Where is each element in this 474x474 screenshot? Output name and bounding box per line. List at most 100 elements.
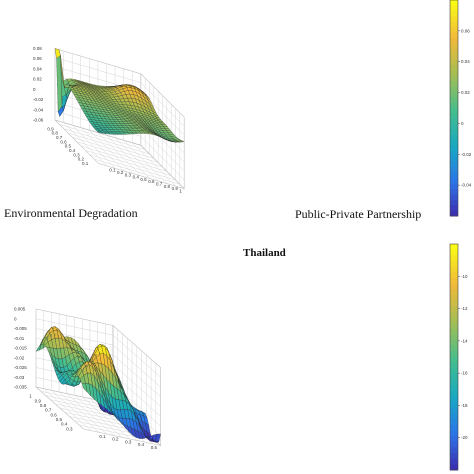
colorbar-segment <box>450 194 458 201</box>
colorbar-segment <box>450 436 458 443</box>
colorbar-segment <box>450 357 458 364</box>
z-tick-label: -0.02 <box>33 97 44 102</box>
colorbar-segment <box>450 345 458 352</box>
colorbar-top: 0.06 0.04 0.02 0 -0.02 -0.04 <box>449 0 472 217</box>
colorbar-segment <box>450 430 458 437</box>
z-tick-labels-bottom: 0.005 0 -0.005 -0.01 -0.015 -0.02 -0.025 -0.03 -… <box>14 307 27 390</box>
colorbar-segment <box>450 441 458 448</box>
z-tick-label: 0.005 <box>14 307 26 312</box>
surface-facet <box>35 343 42 352</box>
x-tick-label: 0.6 <box>50 412 57 417</box>
z-tick-label: -0.025 <box>14 365 27 370</box>
colorbar-segment <box>450 283 458 290</box>
colorbar-tick-label: -0.04 <box>461 183 472 188</box>
colorbar-tick-label: 0.02 <box>461 90 470 95</box>
x-tick-labels-bottom: 10.90.80.70.60.50.40.3 <box>29 394 73 432</box>
colorbar-segment <box>450 156 458 163</box>
colorbar-segment <box>450 199 458 206</box>
colorbar-segment <box>450 323 458 330</box>
x-tick-label: 0.2 <box>78 157 85 162</box>
colorbar-segment <box>450 351 458 358</box>
colorbar-segment <box>450 124 458 131</box>
y-tick-label: 0.2 <box>112 437 119 442</box>
colorbar-segment <box>450 306 458 313</box>
colorbar-segment <box>450 328 458 335</box>
x-tick-label: 0.1 <box>82 161 89 166</box>
x-tick-label: 0.9 <box>47 126 54 131</box>
colorbar-segment <box>450 390 458 398</box>
colorbar-segment <box>450 260 458 268</box>
y-tick-label: 1 <box>179 188 182 193</box>
colorbar-segment <box>450 317 458 324</box>
x-tick-label: 0.4 <box>69 148 76 153</box>
x-tick-label: 1 <box>29 394 32 399</box>
colorbar-segment <box>450 43 458 50</box>
colorbar-tick-label: -0.02 <box>461 152 472 157</box>
y-tick-label: 0.8 <box>164 184 171 189</box>
y-tick-label: 0.4 <box>138 442 145 447</box>
colorbar-segment <box>450 340 458 347</box>
gridline <box>72 91 159 163</box>
z-tick-label: 0.04 <box>33 66 42 71</box>
y-tick-label: 0.5 <box>151 445 158 450</box>
colorbar-segment <box>450 48 458 55</box>
colorbar-segment <box>450 151 458 158</box>
colorbar-segment <box>450 5 458 12</box>
colorbar-segment <box>450 10 458 17</box>
colorbar-segment <box>450 129 458 136</box>
gridline <box>85 104 172 177</box>
colorbar-segment <box>450 27 458 33</box>
colorbar-tick-label: 0 <box>461 121 464 126</box>
colorbar-segment <box>450 249 458 256</box>
z-tick-label: 0.06 <box>33 56 42 61</box>
colorbar-segment <box>450 255 458 262</box>
colorbar-segment <box>450 311 458 318</box>
floor <box>34 386 162 447</box>
colorbar-segment <box>450 145 458 152</box>
colorbar-segment <box>450 210 458 217</box>
colorbar-segment <box>450 396 458 403</box>
colorbar-segment <box>450 97 458 104</box>
y-tick-label: 0.1 <box>109 168 116 173</box>
colorbar-segment <box>450 419 458 426</box>
colorbar-bottom: -10 -12 -14 -16 -18 -20 <box>449 243 468 471</box>
colorbar-segment <box>450 178 458 185</box>
gridline <box>54 110 185 180</box>
colorbar-segment <box>450 277 458 285</box>
x-tick-label: 0.8 <box>40 403 47 408</box>
z-tick-label: -0.015 <box>14 346 27 351</box>
x-tick-label: 0.5 <box>65 144 72 149</box>
z-tick-label: 0 <box>33 87 36 92</box>
y-tick-labels-top: 0.1 0.2 0.3 0.4 0.5 0.6 0.7 0.8 0.9 1 <box>109 168 182 194</box>
x-tick-label: 0.3 <box>73 152 80 157</box>
y-tick-label: 0.2 <box>117 170 124 175</box>
colorbar-segment <box>450 21 458 28</box>
colorbar-segment <box>450 385 458 392</box>
colorbar-tick-label: -10 <box>461 274 468 279</box>
z-tick-label: 0 <box>14 316 17 321</box>
colorbar-segment <box>450 205 458 212</box>
colorbar-segment <box>450 81 458 87</box>
colorbar-segment <box>450 91 458 98</box>
colorbar-segment <box>450 32 458 39</box>
z-tick-label: -0.005 <box>14 326 27 331</box>
colorbar-frame <box>449 0 459 217</box>
x-tick-label: 0.9 <box>35 398 42 403</box>
colorbar-segment <box>450 16 458 23</box>
x-tick-label: 0.5 <box>56 417 63 422</box>
colorbar-segment <box>450 453 458 460</box>
colorbar-segment <box>450 294 458 301</box>
colorbar-tick-label: -14 <box>461 338 468 343</box>
z-tick-label: -0.035 <box>14 385 27 390</box>
colorbar-segment <box>450 368 458 375</box>
x-tick-labels-top: 0.90.80.70.60.50.40.30.20.1 <box>47 126 88 166</box>
surface-facet <box>54 48 61 59</box>
colorbar-segment <box>450 75 458 82</box>
colorbar-segment <box>450 266 458 273</box>
y-tick-label: 0.3 <box>125 439 132 444</box>
z-tick-label: -0.01 <box>14 336 25 341</box>
surface-bottom <box>35 326 161 443</box>
y-tick-label: 0.3 <box>125 172 132 177</box>
colorbar-segment <box>450 54 458 60</box>
y-tick-label: 0.6 <box>148 179 155 184</box>
